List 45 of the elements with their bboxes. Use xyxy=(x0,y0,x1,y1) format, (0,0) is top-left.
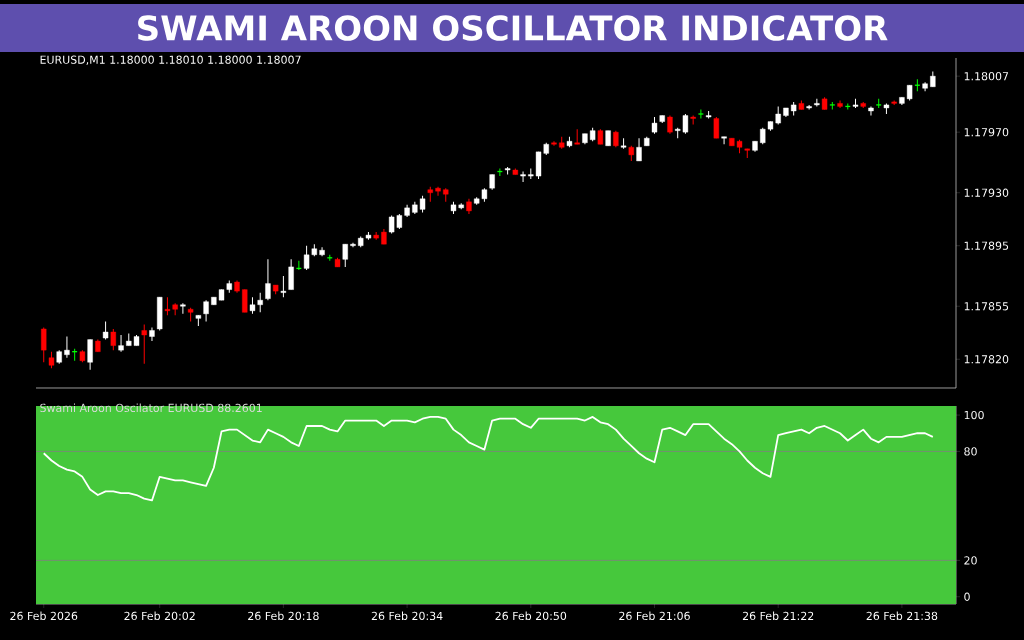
candlestick xyxy=(102,320,109,341)
candlestick xyxy=(180,302,186,315)
chart-subtitle: EURUSD,M1 1.18000 1.18010 1.18000 1.18007 xyxy=(40,55,301,65)
candlestick xyxy=(242,289,248,313)
x-tick-label: 26 Feb 20:34 xyxy=(371,611,443,621)
x-tick-label: 26 Feb 20:50 xyxy=(495,611,567,621)
x-tick-label: 26 Feb 21:06 xyxy=(619,611,690,621)
candlestick xyxy=(814,98,820,107)
y-tick-label: 20 xyxy=(964,556,977,565)
candlestick xyxy=(203,299,209,322)
y-tick-label: 80 xyxy=(964,447,977,456)
candlestick xyxy=(713,116,720,139)
candlestick xyxy=(87,339,93,371)
candlestick xyxy=(280,275,287,298)
candlestick xyxy=(435,186,441,197)
candlestick xyxy=(41,326,47,363)
candlestick xyxy=(721,136,727,145)
chart-title: Swami Aroon Oscilator EURUSD 88.2601 xyxy=(40,403,262,413)
y-tick-label: 1.17970 xyxy=(964,128,1009,137)
candlestick xyxy=(868,105,874,117)
chart-title: SWAMI AROON OSCILLATOR INDICATOR xyxy=(138,15,888,41)
x-tick-label: 26 Feb 21:38 xyxy=(866,611,938,621)
candlestick xyxy=(697,108,705,120)
y-tick-label: 1.18007 xyxy=(964,72,1009,81)
candlestick xyxy=(64,336,70,359)
y-tick-label: 1.17895 xyxy=(964,241,1009,250)
candlestick xyxy=(118,334,124,353)
x-tick-label: 26 Feb 20:18 xyxy=(248,611,319,621)
x-tick-label: 26 Feb 20:02 xyxy=(124,611,195,621)
candlestick xyxy=(149,326,155,342)
candlestick xyxy=(141,323,147,365)
candlestick xyxy=(520,171,526,183)
y-tick-label: 1.17930 xyxy=(964,188,1009,197)
candlestick xyxy=(265,258,271,301)
y-tick-label: 1.17820 xyxy=(964,355,1009,364)
x-tick-label: 26 Feb 21:22 xyxy=(742,611,814,621)
candlestick xyxy=(636,137,642,162)
candlestick xyxy=(288,258,294,291)
candlestick xyxy=(837,99,843,109)
y-tick-label: 100 xyxy=(964,410,984,420)
y-tick-label: 0 xyxy=(964,592,970,601)
y-tick-label: 1.17855 xyxy=(964,302,1009,311)
candlestick xyxy=(342,243,348,268)
x-tick-label: 26 Feb 2026 xyxy=(10,611,78,621)
candlestick xyxy=(110,328,116,351)
